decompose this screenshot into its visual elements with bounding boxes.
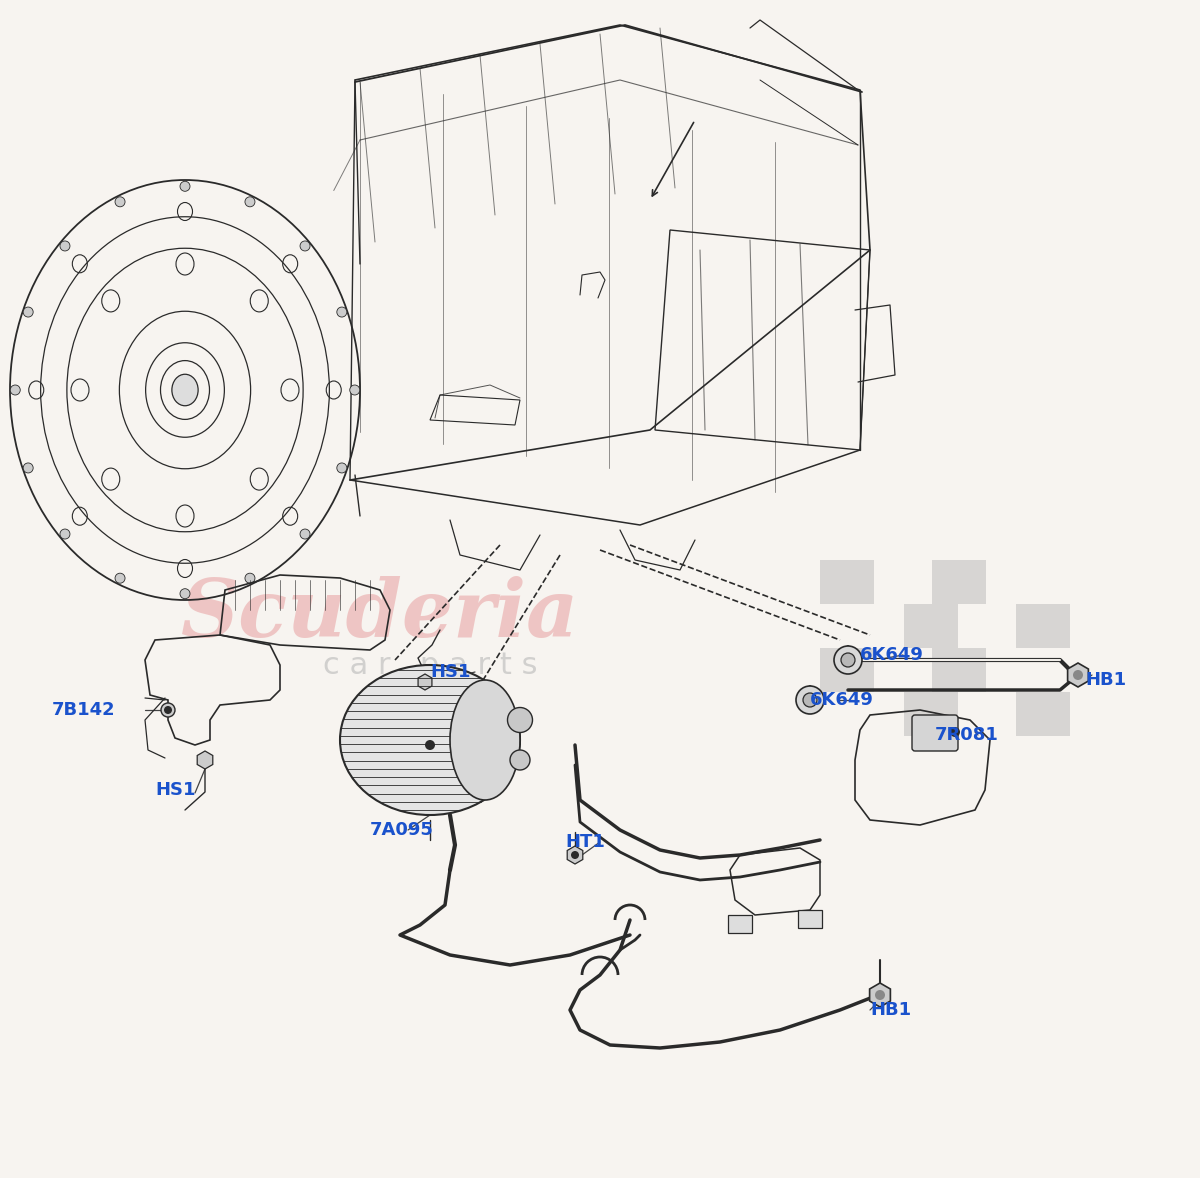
Bar <box>988 648 1042 691</box>
Circle shape <box>571 851 580 859</box>
Ellipse shape <box>834 646 862 674</box>
Circle shape <box>245 574 254 583</box>
Bar <box>904 691 958 736</box>
Text: HS1: HS1 <box>430 663 470 681</box>
Ellipse shape <box>420 676 431 688</box>
Bar <box>960 691 1014 736</box>
Text: 7A095: 7A095 <box>370 821 434 839</box>
Text: c a r   p a r t s: c a r p a r t s <box>323 650 538 680</box>
Circle shape <box>300 529 310 540</box>
Circle shape <box>23 307 34 317</box>
Ellipse shape <box>803 693 817 707</box>
Ellipse shape <box>510 750 530 770</box>
Bar <box>1016 691 1070 736</box>
Ellipse shape <box>161 703 175 717</box>
Bar <box>876 648 930 691</box>
Bar <box>1016 604 1070 648</box>
Bar <box>932 648 986 691</box>
Circle shape <box>180 181 190 191</box>
Circle shape <box>180 589 190 598</box>
Circle shape <box>425 740 436 750</box>
FancyBboxPatch shape <box>912 715 958 752</box>
Ellipse shape <box>796 686 824 714</box>
Bar <box>820 648 874 691</box>
Circle shape <box>60 529 70 540</box>
Text: 6K649: 6K649 <box>810 691 874 709</box>
Text: HT1: HT1 <box>565 833 605 851</box>
Bar <box>848 691 902 736</box>
Circle shape <box>875 990 886 1000</box>
Ellipse shape <box>450 680 520 800</box>
Text: 7R081: 7R081 <box>935 726 998 744</box>
Bar <box>932 560 986 604</box>
Ellipse shape <box>199 754 211 766</box>
Circle shape <box>115 574 125 583</box>
Text: 7B142: 7B142 <box>52 701 115 719</box>
Circle shape <box>23 463 34 472</box>
Bar <box>728 915 752 933</box>
Circle shape <box>337 463 347 472</box>
Bar <box>848 604 902 648</box>
Bar <box>988 560 1042 604</box>
Circle shape <box>349 385 360 395</box>
Circle shape <box>245 197 254 207</box>
Circle shape <box>300 241 310 251</box>
Ellipse shape <box>172 375 198 405</box>
Text: Scuderia: Scuderia <box>181 576 580 654</box>
Circle shape <box>164 706 172 714</box>
Text: HB1: HB1 <box>1085 671 1126 689</box>
Circle shape <box>11 385 20 395</box>
Bar <box>904 604 958 648</box>
Bar <box>876 560 930 604</box>
Bar <box>820 560 874 604</box>
Circle shape <box>1073 670 1084 680</box>
Circle shape <box>60 241 70 251</box>
Text: HB1: HB1 <box>870 1001 911 1019</box>
Ellipse shape <box>841 653 856 667</box>
Bar <box>960 604 1014 648</box>
Circle shape <box>337 307 347 317</box>
Bar <box>798 909 822 928</box>
Ellipse shape <box>508 708 533 733</box>
Text: 6K649: 6K649 <box>860 646 924 664</box>
Circle shape <box>115 197 125 207</box>
Circle shape <box>950 727 960 737</box>
Ellipse shape <box>340 666 520 815</box>
Text: HS1: HS1 <box>155 781 196 799</box>
